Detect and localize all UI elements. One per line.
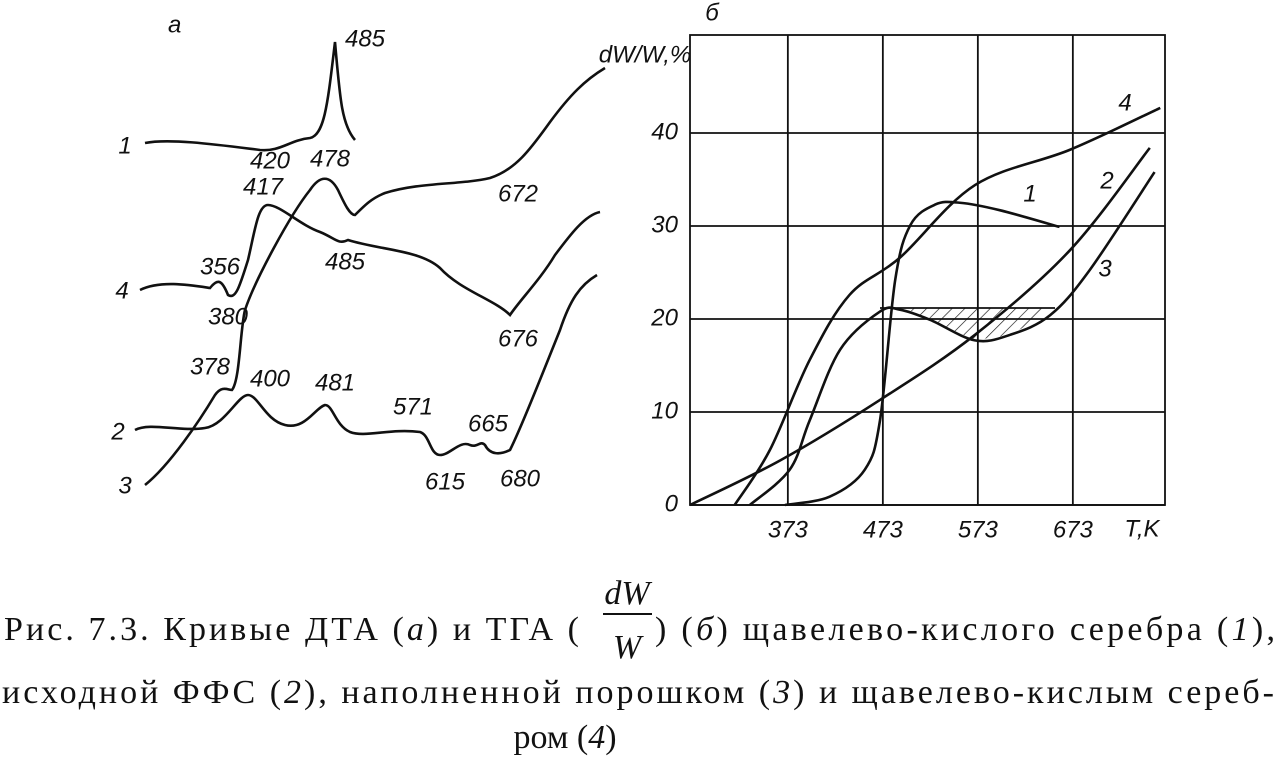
peak-label: 478 <box>310 145 351 172</box>
caption-segment: ) щавелево-кислого серебра ( <box>716 611 1228 648</box>
caption-line: исходной ФФС (2), наполненной порошком (… <box>2 674 1274 711</box>
peak-label: 481 <box>315 369 355 396</box>
chart-title: б <box>705 0 720 26</box>
y-tick-label: 30 <box>651 211 678 238</box>
caption-segment: 2 <box>284 674 301 711</box>
peak-label: 665 <box>468 410 509 437</box>
caption-segment: ) ( <box>655 611 693 648</box>
peak-label: 676 <box>498 325 539 352</box>
caption-segment: б <box>696 611 715 648</box>
caption-segment: 4 <box>588 719 605 756</box>
peak-label: 485 <box>325 248 366 275</box>
caption-segment: а <box>407 611 424 648</box>
peak-label: 615 <box>425 468 466 495</box>
fraction-denominator: W <box>613 629 644 666</box>
caption-segment: Рис. 7.3. Кривые ДТА ( <box>4 611 404 648</box>
caption-line: ром (4) <box>513 719 616 756</box>
caption-segment: ), наполненной порошком ( <box>304 674 770 711</box>
panel-a: а 1 4 2 3 485 420 478 417 672 356 485 38… <box>110 11 606 499</box>
fraction-numerator: dW <box>604 575 652 612</box>
y-axis-label: dW/W,% <box>599 41 691 68</box>
peak-label: 417 <box>243 173 285 200</box>
curve-label: 1 <box>118 132 131 159</box>
series-line <box>733 106 1161 506</box>
peak-label: 680 <box>500 465 541 492</box>
curve-label: 3 <box>118 472 132 499</box>
y-tick-label: 0 <box>665 490 679 517</box>
x-tick-label: 573 <box>958 516 999 543</box>
caption: Рис. 7.3. Кривые ДТА (а) и ТГА ( dW W ) … <box>2 575 1275 756</box>
series-label: 1 <box>1023 180 1036 207</box>
series-label: 2 <box>1099 167 1113 194</box>
series-label: 3 <box>1098 255 1112 282</box>
dta-curve <box>139 203 601 318</box>
peak-label: 571 <box>393 393 433 420</box>
y-tick-label: 40 <box>651 118 678 145</box>
peak-label: 420 <box>250 147 291 174</box>
caption-segment: ), <box>1252 611 1275 648</box>
curve-label: 4 <box>115 277 128 304</box>
peak-label: 400 <box>250 365 291 392</box>
caption-line: Рис. 7.3. Кривые ДТА (а) и ТГА ( <box>4 611 579 648</box>
peak-label: 356 <box>200 253 241 280</box>
x-tick-label: 473 <box>863 516 904 543</box>
caption-segment: 3 <box>772 674 790 711</box>
series-line <box>784 200 1060 507</box>
caption-line: ) (б) щавелево-кислого серебра (1), <box>655 611 1275 648</box>
plot-frame <box>689 34 1166 506</box>
dta-curve <box>144 41 356 152</box>
x-tick-label: 373 <box>768 516 809 543</box>
caption-segment: исходной ФФС ( <box>2 674 281 711</box>
dta-curve <box>144 66 606 487</box>
caption-segment: ) и ТГА ( <box>427 611 579 648</box>
panel-b: б dW/W,% T,K 0 10 20 30 40 373 473 573 673 1 2 3 4 <box>599 0 1166 543</box>
caption-segment: 1 <box>1232 611 1249 648</box>
y-tick-label: 20 <box>650 304 678 331</box>
x-axis-label: T,K <box>1124 515 1160 542</box>
peak-label: 378 <box>190 353 231 380</box>
series-label: 4 <box>1118 89 1131 116</box>
series-line <box>689 147 1151 507</box>
y-tick-label: 10 <box>651 397 678 424</box>
caption-segment: ) <box>605 719 616 756</box>
dta-curve <box>134 273 598 457</box>
peak-label: 380 <box>208 303 249 330</box>
x-tick-label: 673 <box>1053 516 1094 543</box>
curve-label: 2 <box>110 418 124 445</box>
caption-segment: ) и щавелево-кислым сереб- <box>793 674 1274 711</box>
peak-label: 485 <box>345 25 386 52</box>
panel-label: а <box>168 11 181 38</box>
series-line <box>748 171 1156 506</box>
peak-label: 672 <box>498 180 538 207</box>
caption-segment: ром ( <box>513 719 588 756</box>
